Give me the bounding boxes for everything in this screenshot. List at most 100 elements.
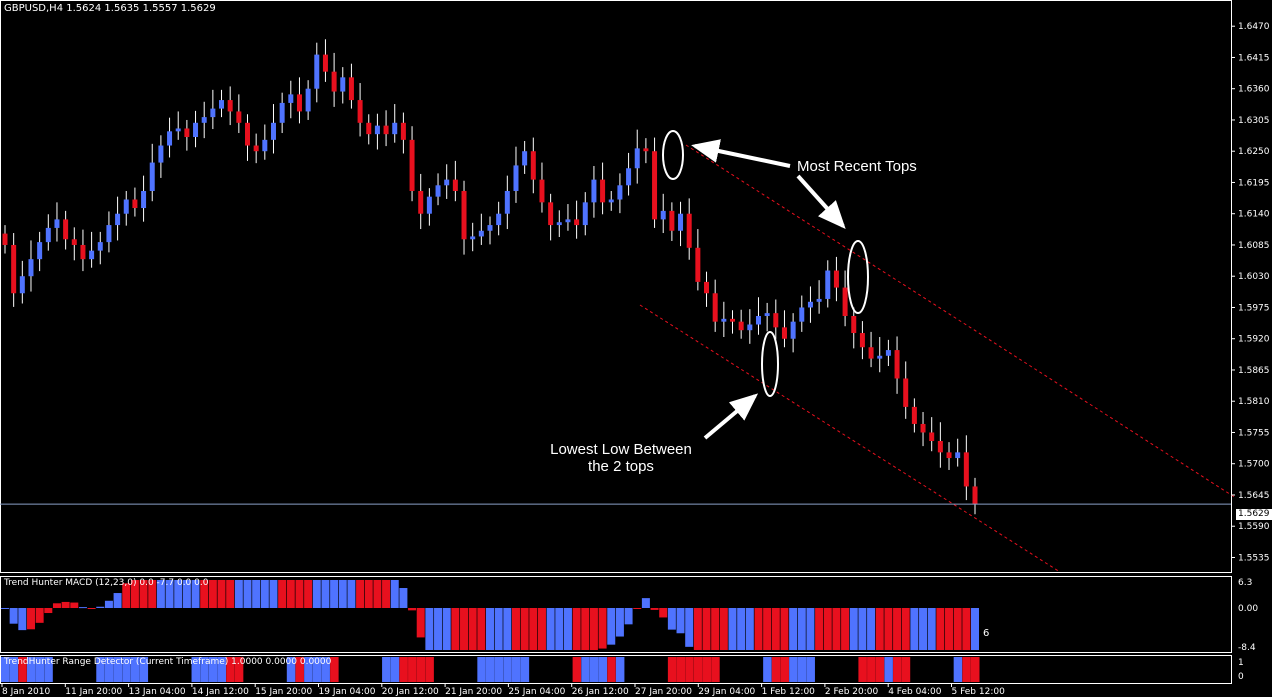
candle-body (911, 406, 917, 424)
candle-body (149, 162, 155, 191)
panel-border-2 (0, 655, 1232, 684)
macd-bar (971, 608, 979, 650)
price-tick-label: 1.5810 (1238, 397, 1270, 407)
macd-bar (26, 608, 35, 630)
range-bar (191, 657, 201, 682)
range-bar (312, 657, 322, 682)
price-tick-label: 1.6085 (1238, 241, 1270, 251)
macd-bar (849, 608, 858, 650)
candle-body (201, 117, 207, 123)
range-bar (702, 657, 712, 682)
macd-bar (494, 608, 503, 650)
range-bar (330, 657, 339, 682)
price-tick-label: 1.6360 (1238, 85, 1270, 95)
candle-body (331, 71, 337, 92)
arrow-to-top2 (796, 174, 846, 229)
macd-bar (624, 608, 633, 625)
macd-bar (44, 608, 53, 614)
candle-body (617, 185, 623, 200)
candle-body (695, 247, 701, 282)
range-bar (494, 657, 504, 682)
candle-body (305, 88, 311, 112)
candle-body (409, 139, 415, 191)
range-bar (9, 657, 19, 682)
candle-body (530, 151, 536, 180)
candle-body (799, 307, 805, 322)
arrow-to-top1 (691, 139, 791, 168)
range-bar (486, 657, 495, 682)
candle-body (946, 452, 952, 459)
candle-body (955, 452, 961, 459)
macd-bar (321, 580, 330, 608)
candle-body (253, 145, 259, 152)
macd-histogram (1, 580, 979, 650)
price-tick-label: 1.6030 (1238, 272, 1270, 282)
candle-body (435, 185, 441, 197)
candle-body (63, 219, 69, 240)
candle-body (652, 151, 658, 220)
macd-bar (399, 588, 408, 608)
candle-body (89, 250, 95, 260)
macd-bar (503, 608, 512, 650)
candle-body (478, 230, 484, 237)
range-bar (953, 657, 963, 682)
macd-bar (416, 608, 425, 638)
candle-body (487, 225, 493, 231)
macd-bar (434, 608, 443, 650)
chart-frame (0, 0, 1232, 684)
candle-body (790, 321, 796, 339)
candle-body (132, 199, 138, 209)
low-annotation: Lowest Low Between the 2 tops (546, 441, 696, 475)
macd-bar (858, 608, 867, 650)
candle-body (963, 452, 969, 487)
candle-body (366, 122, 372, 135)
range-bar (893, 657, 902, 682)
candle-body (634, 148, 640, 169)
range-bar (503, 657, 512, 682)
time-tick-label: 19 Jan 04:00 (319, 687, 376, 697)
candle-body (444, 179, 450, 186)
range-bar (676, 657, 686, 682)
range-bar (113, 657, 123, 682)
candle-body (565, 219, 571, 223)
macd-tick-label: 6.3 (1238, 578, 1252, 588)
candle-body (686, 213, 692, 248)
time-tick-label: 2 Feb 20:00 (825, 687, 879, 697)
macd-bar (96, 606, 105, 608)
range-bar (139, 657, 149, 682)
candle-body (210, 108, 216, 118)
range-bar (572, 657, 582, 682)
candle-body (452, 179, 458, 191)
macd-bar (9, 608, 18, 624)
range-bar (667, 657, 677, 682)
macd-bar (87, 608, 96, 609)
macd-bar (148, 580, 157, 608)
range-bar (685, 657, 694, 682)
time-axis: 8 Jan 2010 11 Jan 20:00 13 Jan 04:00 14 Jan… (1, 683, 1005, 697)
tops-annotation: Most Recent Tops (797, 158, 917, 175)
macd-bar (165, 580, 174, 608)
macd-bar (797, 608, 806, 650)
range-bar (884, 657, 893, 682)
price-tick-label: 1.5535 (1238, 553, 1270, 563)
candle-body (660, 210, 666, 220)
candle-body (730, 318, 735, 322)
macd-bar (901, 608, 910, 650)
range-bar (295, 657, 304, 682)
range-bar (96, 657, 105, 682)
macd-bar (286, 580, 295, 608)
range-bar (321, 657, 330, 682)
candle-body (227, 100, 233, 112)
macd-bar (667, 608, 676, 630)
macd-bar (425, 608, 434, 650)
candle-body (704, 281, 710, 294)
range-bar (1, 657, 10, 682)
range-bar (693, 657, 703, 682)
time-tick-label: 8 Jan 2010 (2, 687, 50, 697)
candle-body (868, 347, 874, 359)
macd-bar (208, 580, 217, 608)
macd-bar (572, 608, 581, 650)
candle-body (669, 210, 675, 231)
range-bar (867, 657, 876, 682)
